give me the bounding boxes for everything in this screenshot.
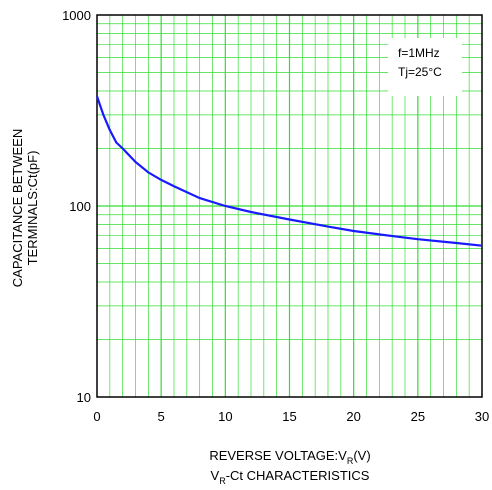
x-tick-label: 15 [282, 409, 296, 424]
annotation-frequency: f=1MHz [398, 46, 440, 60]
x-tick-label: 25 [411, 409, 425, 424]
y-tick-label: 1000 [62, 8, 91, 23]
y-axis-label-line1: CAPACITANCE BETWEEN [10, 129, 25, 287]
x-tick-label: 10 [218, 409, 232, 424]
x-tick-label: 0 [93, 409, 100, 424]
plot-frame [96, 14, 483, 398]
x-tick-label: 5 [158, 409, 165, 424]
x-tick-label: 20 [346, 409, 360, 424]
y-tick-labels: 10 100 1000 [62, 8, 91, 405]
capacitance-curve [95, 96, 483, 247]
annotation-box [388, 38, 462, 96]
chart-caption: VR-Ct CHARACTERISTICS [211, 468, 370, 486]
y-axis-label-line2: TERMINALS:Ct(pF) [25, 151, 40, 266]
y-tick-label: 100 [69, 199, 91, 214]
x-axis-label: REVERSE VOLTAGE:VR(V) [209, 448, 370, 466]
grid [97, 15, 482, 397]
x-tick-label: 30 [475, 409, 489, 424]
annotation-temperature: Tj=25°C [398, 65, 442, 79]
x-tick-labels: 0 5 10 15 20 25 30 [93, 409, 489, 424]
y-tick-label: 10 [77, 390, 91, 405]
